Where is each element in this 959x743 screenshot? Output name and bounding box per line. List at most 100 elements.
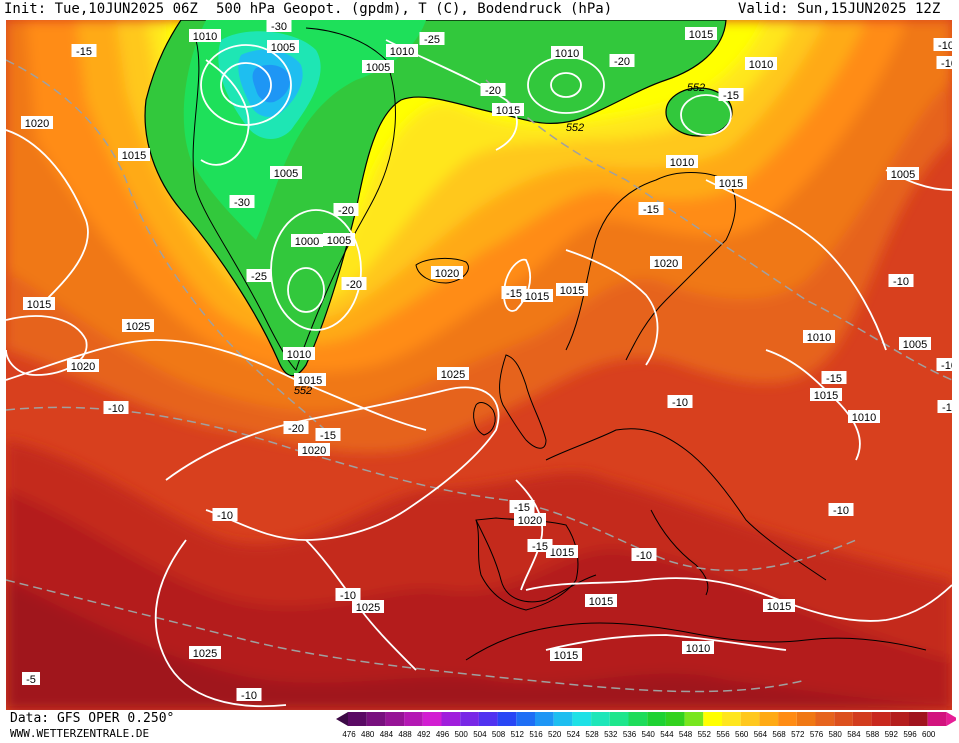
legend-tick-label: 540 [642,730,656,738]
pressure-label-box [270,166,302,179]
pressure-label-text: 1020 [435,268,459,280]
isotherm [6,59,337,441]
temperature-label: -25 [419,32,445,46]
pressure-label-box [298,443,330,456]
temperature-label: -10 [888,274,914,288]
legend-swatch [460,712,479,726]
temperature-label-box [283,421,309,434]
legend-tick-label: 500 [455,730,469,738]
legend-swatch [665,712,685,726]
pressure-label-box [810,388,842,401]
isobar [565,249,659,366]
temperature-label-box [638,202,664,215]
legend-swatch [535,712,554,726]
pressure-label-box [682,641,714,654]
temperature-label-text: -10 [941,58,952,70]
legend-tick-label: 596 [903,730,917,738]
legend-swatch [385,712,405,726]
legend-swatch [871,712,891,726]
pressure-label: 1010 [848,410,880,424]
isobar [154,539,287,708]
legend-tick-label: 536 [623,730,637,738]
temperature-label: -10 [103,401,129,415]
coast-ireland [473,402,496,436]
pressure-label-text: 1005 [366,62,390,74]
temperature-label: -10 [236,688,262,702]
pressure-label-text: 1015 [554,650,578,662]
pressure-label-box [514,513,546,526]
legend-tick-label: 504 [473,730,487,738]
isobar-low-east [680,94,732,136]
coast-britain [499,354,547,449]
legend-bar: 476 480 484 488 492 496 500 504 508 512 516 520 524 5… [336,712,959,739]
geopotential-label: 552 [294,385,312,397]
color-legend: 476 480 484 488 492 496 500 504 508 512 516 520 524 5… [334,712,959,739]
legend-swatch [441,712,461,726]
temperature-label-text: -20 [288,423,304,435]
legend-swatch [778,712,797,726]
temperature-label-text: -10 [340,590,356,602]
pressure-label-text: 1005 [891,169,915,181]
pressure-label-text: 1015 [27,299,51,311]
pressure-label: 1025 [189,646,221,660]
pressure-label: 1025 [122,319,154,333]
legend-tick-label: 496 [436,730,450,738]
legend-tick-label: 544 [660,730,674,738]
pressure-label-box [745,57,777,70]
isobar-low-north-inner [550,72,582,98]
temperature-label-box [341,277,367,290]
geopotential-label-layer: 552 552 552 [294,82,705,397]
isobar [503,258,531,312]
legend-tick-label: 532 [604,730,618,738]
legend-swatch [591,712,610,726]
temperature-label: -15 [315,428,341,442]
legend-tick-label: 592 [885,730,899,738]
pressure-label-box [585,594,617,607]
pressure-label: 1005 [362,60,394,74]
legend-tick-label: 520 [548,730,562,738]
pressure-label: 1010 [666,155,698,169]
pressure-label-box [291,234,323,247]
temperature-label-box [828,503,854,516]
pressure-label-box [283,347,315,360]
pressure-label: 1015 [715,176,747,190]
temperature-label-box [936,56,952,69]
legend-tick-label: 516 [529,730,543,738]
temperature-label-box [821,371,847,384]
legend-swatch [609,712,629,726]
pressure-label-box [521,289,553,302]
temperature-label: -20 [480,83,506,97]
pressure-label-text: 1025 [356,602,380,614]
temperature-label-box [333,203,359,216]
pressure-label-box [848,410,880,423]
pressure-label-text: 1010 [287,349,311,361]
pressure-label-box [352,600,384,613]
pressure-label-text: 1020 [518,515,542,527]
legend-tick-label: 560 [735,730,749,738]
pressure-label: 1005 [323,233,355,247]
pressure-label: 1015 [550,648,582,662]
legend-swatch [909,712,928,726]
temperature-label-box [212,508,238,521]
legend-tick-label: 584 [847,730,861,738]
temperature-label: -15 [718,88,744,102]
legend-tick-label: 512 [511,730,525,738]
temperature-label-text: -15 [723,90,739,102]
legend-swatch [852,712,872,726]
temperature-isotherms [6,59,952,693]
legend-tick-label: 548 [679,730,693,738]
pressure-label: 1005 [887,167,919,181]
map-canvas: 1010 1005 1010 1005 1010 1015 1010 1020 1015 1005… [6,20,952,710]
temperature-label: -15 [501,286,527,300]
temperature-label-text: -10 [672,397,688,409]
pressure-label-text: 1025 [193,648,217,660]
temperature-label-text: -15 [826,373,842,385]
temperature-label: -15 [638,202,664,216]
temperature-label-box [631,548,657,561]
pressure-label-box [267,40,299,53]
pressure-label: 1010 [386,44,418,58]
legend-tick-label: 508 [492,730,506,738]
pressure-label: 1005 [267,40,299,54]
temperature-label: -10 [937,400,952,414]
isobar-low-central-inner [287,267,325,313]
